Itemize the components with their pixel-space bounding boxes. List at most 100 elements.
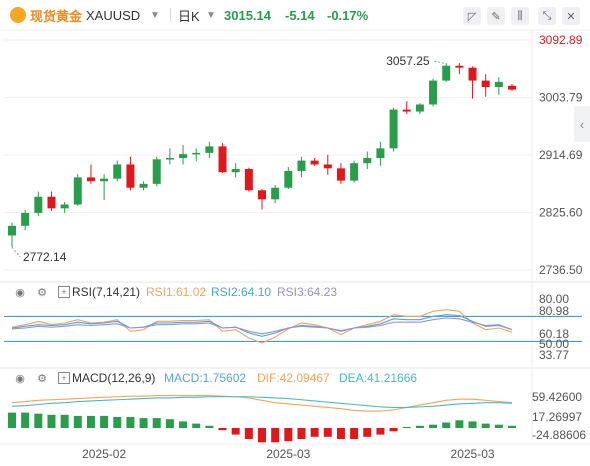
price-tick-label: 2914.69 bbox=[539, 148, 583, 162]
close-icon[interactable]: ✕ bbox=[562, 7, 580, 25]
macd-histogram-bar bbox=[165, 419, 174, 428]
chevron-down-icon[interactable]: ▼ bbox=[150, 9, 160, 21]
rsi1-legend: RSI1:61.02 bbox=[146, 285, 207, 299]
macd-histogram-bar bbox=[429, 424, 438, 428]
candle-body bbox=[468, 67, 477, 81]
price-tick-label: 3003.79 bbox=[539, 91, 583, 105]
divider bbox=[170, 8, 171, 22]
macd-histogram-bar bbox=[442, 422, 451, 428]
candle-body bbox=[442, 65, 451, 81]
expand-panel-chevron-left-icon[interactable]: ‹ bbox=[574, 106, 590, 142]
eye-icon[interactable]: ◉ bbox=[15, 372, 25, 385]
candle-body bbox=[508, 85, 516, 90]
macd-histogram-bar bbox=[152, 418, 161, 428]
macd-histogram-bar bbox=[481, 423, 490, 428]
shrink-icon[interactable]: ⤡ bbox=[538, 7, 556, 25]
candle-body bbox=[481, 80, 490, 88]
candle-body bbox=[402, 109, 411, 112]
macd-histogram-bar bbox=[192, 423, 201, 428]
macd-histogram-bar bbox=[100, 415, 109, 428]
macd-histogram-bar bbox=[271, 428, 280, 443]
macd-histogram-bar bbox=[73, 415, 82, 428]
candle-body bbox=[34, 196, 43, 213]
dea-legend: DEA:41.21666 bbox=[339, 371, 418, 385]
macd-histogram-bar bbox=[258, 428, 266, 443]
symbol-name[interactable]: 现货黄金 bbox=[30, 8, 83, 24]
low-price-label: 2772.14 bbox=[23, 250, 67, 264]
candle-body bbox=[310, 160, 319, 165]
rsi3-legend: RSI3:64.23 bbox=[277, 285, 338, 299]
candle-body bbox=[205, 146, 214, 153]
macd-histogram-bar bbox=[363, 428, 372, 437]
rsi-tick-label: 80.98 bbox=[539, 304, 569, 318]
candle-body bbox=[8, 225, 16, 236]
date-tick-label: 2025-03 bbox=[451, 447, 495, 461]
candle-body bbox=[218, 146, 227, 173]
macd-histogram-bar bbox=[60, 414, 69, 428]
rsi2-legend: RSI2:64.10 bbox=[211, 285, 272, 299]
candle-body bbox=[429, 80, 438, 105]
candle-body bbox=[152, 159, 161, 184]
macd-histogram-bar bbox=[323, 428, 332, 437]
rsi-tick-label: 33.77 bbox=[539, 348, 569, 362]
price-tick-label: 2825.60 bbox=[539, 205, 583, 219]
pen-icon[interactable]: ◸ bbox=[463, 7, 481, 25]
macd-series-line-dif bbox=[11, 395, 513, 412]
candle-body bbox=[363, 158, 372, 164]
macd-tick-label: 59.42600 bbox=[532, 390, 582, 404]
macd-histogram-bar bbox=[389, 428, 398, 432]
macd-histogram-bar bbox=[415, 425, 424, 428]
candle-body bbox=[73, 177, 82, 205]
macd-histogram-bar bbox=[139, 418, 148, 428]
candle-body bbox=[113, 164, 122, 179]
price-change-percent: -0.17% bbox=[327, 7, 369, 23]
symbol-code[interactable]: XAUUSD bbox=[86, 7, 141, 23]
candle-body bbox=[258, 190, 266, 200]
candle-body bbox=[192, 152, 201, 155]
edit-icon[interactable]: ✎ bbox=[487, 7, 505, 25]
gear-icon[interactable]: ⚙ bbox=[37, 286, 47, 299]
macd-histogram-bar bbox=[350, 428, 359, 439]
candle-body bbox=[323, 164, 332, 169]
macd-histogram-bar bbox=[468, 421, 477, 428]
period-selector[interactable]: 日K bbox=[178, 8, 200, 24]
macd-histogram-bar bbox=[455, 420, 464, 428]
dif-legend: DIF:42.09467 bbox=[257, 371, 330, 385]
candle-body bbox=[86, 177, 95, 182]
low-price-leader bbox=[11, 246, 21, 258]
rsi-tick-label: 50.00 bbox=[539, 337, 569, 351]
candle-body bbox=[336, 168, 345, 181]
date-tick-label: 2025-02 bbox=[82, 447, 126, 461]
macd-histogram-bar bbox=[244, 428, 253, 439]
rsi-tick-label: 60.18 bbox=[539, 327, 569, 341]
macd-legend: MACD:1.75602 bbox=[164, 371, 247, 385]
gear-icon[interactable]: ⚙ bbox=[37, 372, 47, 385]
macd-histogram-bar bbox=[21, 412, 30, 428]
macd-tick-label: 17.26997 bbox=[532, 410, 582, 424]
rsi-series-line-rsi3 bbox=[11, 317, 513, 335]
macd-tick-label: -24.88606 bbox=[532, 428, 586, 442]
macd-histogram-bar bbox=[336, 428, 345, 439]
macd-histogram-bar bbox=[113, 417, 122, 428]
macd-histogram-bar bbox=[508, 425, 516, 428]
toolbar: 现货黄金 XAUUSD ▼ 日K ▼ 3015.14 -5.14 -0.17% … bbox=[0, 0, 590, 30]
high-price-label: 3057.25 bbox=[386, 54, 430, 68]
candle-body bbox=[47, 196, 56, 209]
macd-histogram-bar bbox=[34, 413, 43, 428]
macd-histogram-bar bbox=[179, 421, 188, 428]
macd-histogram-bar bbox=[47, 414, 56, 428]
eye-icon[interactable]: ◉ bbox=[15, 286, 25, 299]
rsi-series-line-rsi1 bbox=[11, 309, 513, 344]
macd-histogram-bar bbox=[8, 412, 16, 428]
add-icon[interactable]: + bbox=[58, 372, 70, 384]
macd-series-line-dea bbox=[11, 396, 513, 409]
period-chevron-down-icon[interactable]: ▼ bbox=[206, 9, 216, 21]
last-price: 3015.14 bbox=[224, 7, 271, 23]
macd-histogram-bar bbox=[310, 428, 319, 437]
macd-histogram-bar bbox=[284, 428, 293, 442]
add-icon[interactable]: + bbox=[58, 286, 70, 298]
candle-type-icon[interactable]: ⫼ bbox=[511, 7, 529, 25]
macd-histogram-bar bbox=[297, 428, 306, 439]
candle-body bbox=[60, 204, 69, 209]
